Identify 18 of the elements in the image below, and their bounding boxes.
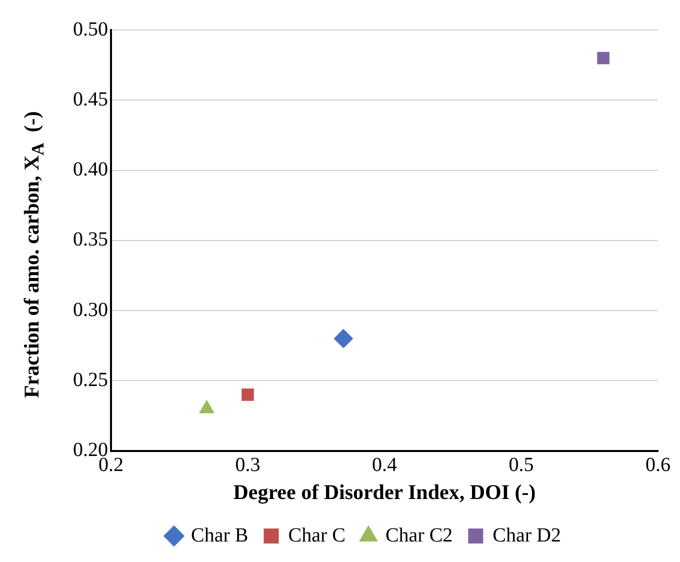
legend-label: Char B [191, 524, 248, 546]
y-tick-label: 0.30 [73, 298, 108, 321]
x-tick-label: 0.4 [372, 454, 397, 476]
x-tick-label: 0.5 [508, 454, 534, 476]
x-tick-label: 0.3 [235, 454, 260, 476]
legend-label: Char C [288, 524, 346, 546]
y-tick-label: 0.25 [73, 368, 108, 391]
point [334, 329, 353, 348]
x-tick-label: 0.6 [646, 454, 670, 476]
y-tick-label: 0.50 [73, 18, 108, 40]
legend-label: Char C2 [385, 524, 453, 546]
y-tick-label: 0.40 [73, 158, 108, 181]
legend-label: Char D2 [492, 524, 561, 546]
point [597, 52, 610, 64]
point [242, 388, 254, 401]
x-axis-title: Degree of Disorder Index, DOI (-) [233, 480, 536, 504]
y-tick-label: 0.45 [73, 88, 108, 110]
y-tick-label: 0.35 [73, 228, 108, 251]
